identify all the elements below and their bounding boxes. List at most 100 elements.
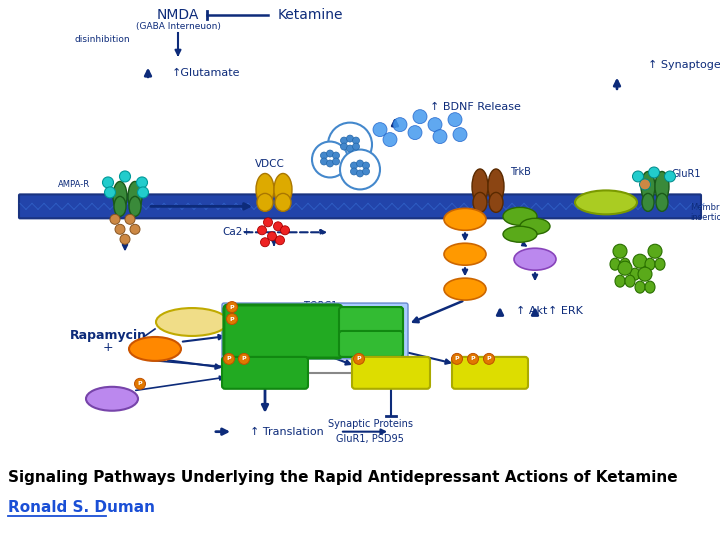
Circle shape (351, 168, 358, 175)
Ellipse shape (618, 261, 632, 275)
Circle shape (328, 123, 372, 166)
FancyBboxPatch shape (339, 307, 403, 335)
Ellipse shape (503, 207, 537, 225)
Ellipse shape (129, 197, 141, 217)
Ellipse shape (128, 181, 142, 211)
Ellipse shape (444, 243, 486, 265)
Ellipse shape (635, 281, 645, 293)
Circle shape (264, 218, 272, 227)
Ellipse shape (156, 308, 228, 336)
Circle shape (333, 152, 340, 159)
Circle shape (258, 226, 266, 235)
Circle shape (393, 118, 407, 132)
Text: Signaling Pathways Underlying the Rapid Antidepressant Actions of Ketamine: Signaling Pathways Underlying the Rapid … (8, 470, 678, 485)
Circle shape (268, 232, 276, 241)
Circle shape (354, 353, 364, 365)
Ellipse shape (640, 268, 650, 280)
Circle shape (428, 118, 442, 132)
Circle shape (223, 353, 235, 365)
Text: P: P (487, 356, 491, 361)
Circle shape (261, 238, 269, 247)
Circle shape (362, 162, 369, 169)
Text: Raptor: Raptor (356, 316, 386, 326)
FancyBboxPatch shape (19, 194, 701, 218)
Text: VDCC: VDCC (255, 159, 285, 170)
Ellipse shape (444, 278, 486, 300)
Ellipse shape (575, 191, 637, 214)
Text: PSD95: PSD95 (585, 198, 626, 207)
Text: Rapamycin: Rapamycin (70, 329, 146, 342)
Text: Ca2+: Ca2+ (222, 227, 251, 237)
Text: P: P (138, 381, 143, 386)
Text: PI3K: PI3K (454, 249, 476, 259)
Text: disinhibition: disinhibition (74, 36, 130, 44)
Ellipse shape (256, 173, 274, 205)
Circle shape (326, 160, 333, 167)
Text: Pras40: Pras40 (356, 340, 386, 348)
Text: Membrane
insertion: Membrane insertion (690, 202, 720, 222)
Circle shape (227, 301, 238, 313)
Ellipse shape (488, 169, 504, 204)
Circle shape (383, 133, 397, 146)
Ellipse shape (514, 248, 556, 270)
Circle shape (238, 353, 250, 365)
Circle shape (227, 314, 238, 325)
Ellipse shape (645, 281, 655, 293)
Ellipse shape (257, 193, 273, 211)
Text: ↑ Synaptogenesis: ↑ Synaptogenesis (648, 60, 720, 70)
Circle shape (413, 110, 427, 124)
Ellipse shape (610, 258, 620, 270)
Text: PDK1: PDK1 (452, 284, 478, 294)
Circle shape (120, 171, 130, 182)
Text: p70S6K: p70S6K (245, 368, 285, 378)
Ellipse shape (655, 172, 669, 201)
Circle shape (665, 171, 675, 182)
Circle shape (281, 226, 289, 235)
FancyBboxPatch shape (224, 305, 342, 358)
Circle shape (102, 177, 114, 188)
Circle shape (433, 130, 447, 144)
FancyBboxPatch shape (339, 331, 403, 357)
Circle shape (353, 137, 359, 144)
Circle shape (130, 224, 140, 234)
Text: Raf: Raf (513, 230, 526, 239)
Text: Synaptic Proteins: Synaptic Proteins (328, 418, 413, 429)
Circle shape (467, 353, 479, 365)
Text: eEF2K: eEF2K (375, 368, 407, 378)
Ellipse shape (656, 193, 668, 211)
Circle shape (104, 187, 115, 198)
Circle shape (649, 167, 660, 178)
Text: Grb: Grb (513, 212, 527, 221)
Text: ↑ ERK: ↑ ERK (548, 306, 583, 316)
Text: (GABA Interneuon): (GABA Interneuon) (135, 23, 220, 31)
Circle shape (632, 171, 644, 182)
Text: P: P (242, 356, 246, 361)
Text: AMPA-R: AMPA-R (58, 180, 90, 189)
Ellipse shape (473, 192, 487, 212)
Ellipse shape (113, 181, 127, 211)
Ellipse shape (503, 226, 537, 242)
Circle shape (125, 214, 135, 224)
Text: mTOR: mTOR (249, 325, 300, 340)
Ellipse shape (520, 218, 550, 234)
Circle shape (353, 143, 359, 150)
Text: Raptor: Raptor (356, 316, 386, 326)
Text: IRS: IRS (457, 214, 473, 224)
Circle shape (320, 152, 328, 159)
Circle shape (341, 143, 348, 150)
Text: NMDA: NMDA (157, 8, 199, 22)
Ellipse shape (615, 275, 625, 287)
Circle shape (351, 162, 358, 169)
Ellipse shape (638, 267, 652, 281)
Circle shape (639, 179, 650, 190)
Ellipse shape (444, 208, 486, 230)
Circle shape (135, 379, 145, 389)
Circle shape (451, 353, 462, 365)
Text: ↑ Translation: ↑ Translation (250, 427, 324, 437)
Text: P: P (455, 356, 459, 361)
Text: Ronald S. Duman: Ronald S. Duman (8, 501, 155, 515)
Text: P: P (230, 316, 234, 321)
Circle shape (312, 141, 348, 178)
Ellipse shape (655, 258, 665, 270)
Circle shape (115, 224, 125, 234)
